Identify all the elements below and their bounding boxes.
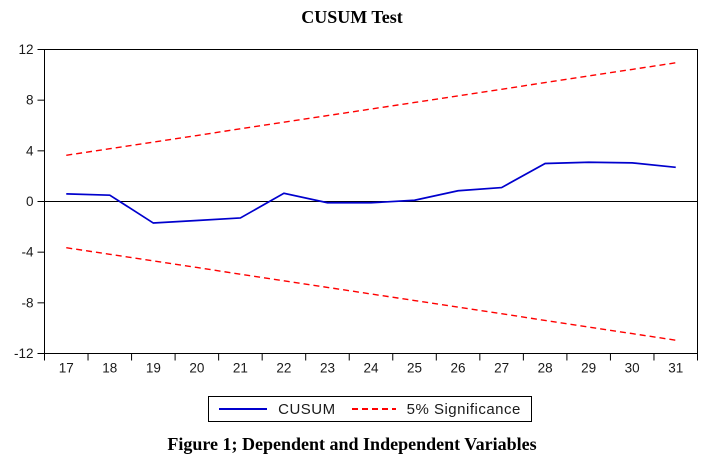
legend-entry-cusum: CUSUM [219, 401, 336, 418]
y-tick-label: -12 [14, 346, 34, 361]
chart-title: CUSUM Test [301, 7, 403, 27]
y-tick-label: 8 [26, 93, 34, 108]
significance-lower-line [66, 247, 676, 341]
legend-significance-label: 5% Significance [406, 400, 521, 418]
legend: CUSUM 5% Significance [208, 396, 532, 422]
x-tick-label: 18 [102, 361, 117, 376]
x-tick-label: 29 [581, 361, 596, 376]
x-tick-label: 17 [59, 361, 74, 376]
x-tick-label: 26 [451, 361, 466, 376]
y-tick-label: -8 [21, 295, 33, 310]
x-tick-label: 28 [538, 361, 553, 376]
y-tick-label: 4 [26, 143, 34, 158]
x-tick-label: 21 [233, 361, 248, 376]
y-tick-label: -4 [21, 245, 33, 260]
y-tick-label: 12 [18, 42, 33, 57]
legend-entry-significance: 5% Significance [351, 400, 521, 418]
x-tick-label: 22 [276, 361, 291, 376]
x-tick-label: 23 [320, 361, 335, 376]
legend-cusum-label: CUSUM [278, 400, 336, 418]
figure-caption: Figure 1; Dependent and Independent Vari… [167, 434, 537, 454]
x-tick-label: 27 [494, 361, 509, 376]
cusum-line [66, 161, 676, 224]
x-tick-label: 19 [146, 361, 161, 376]
x-tick-label: 30 [625, 361, 640, 376]
x-tick-label: 31 [668, 361, 683, 376]
significance-line-sample-icon [351, 408, 396, 410]
cusum-line-sample-icon [219, 408, 268, 410]
y-tick-label: 0 [26, 194, 34, 209]
x-tick-label: 20 [189, 361, 204, 376]
x-tick-label: 24 [363, 361, 379, 376]
significance-upper-line [66, 62, 676, 156]
x-tick-label: 25 [407, 361, 422, 376]
